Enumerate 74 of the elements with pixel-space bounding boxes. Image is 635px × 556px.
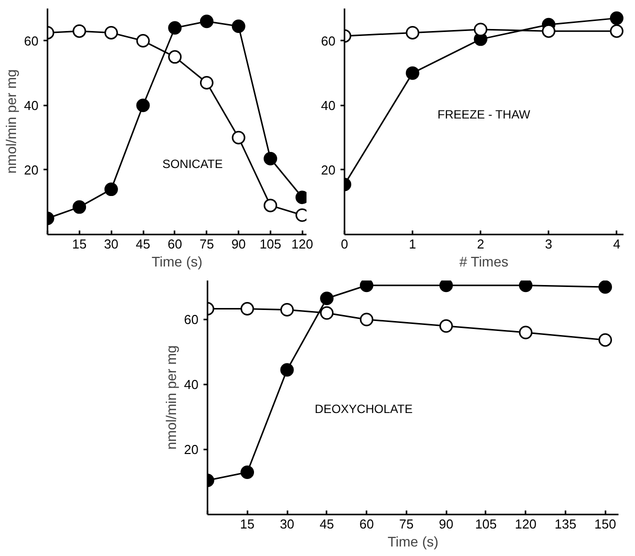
point: [320, 306, 334, 320]
point: [72, 24, 86, 38]
point: [264, 152, 278, 166]
x-tick-label: 15: [72, 236, 87, 252]
point: [439, 319, 453, 333]
y-axis-title: nmol/min per mg: [163, 345, 180, 450]
point: [542, 24, 556, 38]
point: [136, 98, 150, 112]
y-tick-label: 40: [24, 98, 39, 113]
y-axis-title: nmol/min per mg: [3, 69, 20, 174]
point: [598, 333, 612, 347]
point: [280, 303, 294, 316]
point: [240, 302, 254, 316]
point: [320, 292, 334, 306]
point: [598, 280, 612, 294]
point: [610, 24, 624, 38]
point: [232, 20, 246, 33]
x-tick-label: 45: [320, 516, 334, 532]
y-tick-label: 20: [321, 162, 336, 178]
x-axis-title: # Times: [459, 254, 508, 270]
x-axis-title: Time (s): [388, 534, 438, 550]
y-tick-label: 40: [321, 98, 336, 113]
point: [200, 76, 214, 90]
annotation: SONICATE: [162, 157, 223, 172]
x-tick-label: 120: [291, 236, 314, 252]
point: [280, 363, 294, 377]
x-tick-label: 3: [545, 236, 552, 252]
point: [406, 66, 420, 80]
point: [168, 21, 182, 35]
y-tick-label: 60: [24, 33, 39, 48]
point: [200, 14, 214, 28]
x-tick-label: 135: [554, 516, 576, 532]
x-tick-label: 60: [168, 236, 182, 252]
x-tick-label: 30: [104, 236, 118, 252]
x-tick-label: 30: [280, 516, 294, 532]
x-axis-title: Time (s): [152, 254, 202, 270]
x-tick-label: 15: [240, 516, 255, 532]
x-tick-label: 75: [199, 236, 214, 252]
x-tick-label: 45: [136, 236, 150, 252]
x-tick-label: 4: [613, 236, 620, 252]
x-tick-label: 105: [475, 516, 497, 532]
x-tick-label: 75: [399, 516, 414, 532]
point: [360, 280, 374, 292]
x-tick-label: 120: [514, 516, 537, 532]
y-tick-label: 60: [321, 33, 336, 48]
point: [104, 26, 118, 40]
point: [104, 182, 118, 196]
y-tick-label: 60: [184, 312, 199, 327]
point: [264, 198, 278, 212]
x-tick-label: 90: [231, 236, 246, 252]
point: [474, 22, 488, 36]
point: [610, 11, 624, 25]
point: [168, 50, 182, 64]
point: [439, 280, 453, 292]
point: [72, 200, 86, 214]
point: [406, 26, 420, 40]
point: [232, 130, 246, 144]
point: [136, 34, 150, 48]
y-tick-label: 20: [184, 442, 199, 457]
x-tick-label: 105: [260, 236, 282, 252]
y-tick-label: 40: [184, 377, 199, 392]
y-tick-label: 20: [24, 162, 39, 178]
annotation: FREEZE - THAW: [438, 108, 531, 122]
x-tick-label: 2: [476, 236, 484, 252]
annotation: DEOXYCHOLATE: [314, 402, 413, 416]
x-tick-label: 60: [359, 516, 374, 532]
point: [518, 280, 532, 292]
point: [360, 312, 374, 326]
x-tick-label: 0: [340, 236, 348, 252]
point: [240, 466, 254, 479]
x-tick-label: 1: [408, 236, 416, 252]
point: [518, 326, 532, 340]
x-tick-label: 90: [438, 516, 454, 532]
x-tick-label: 150: [594, 516, 616, 532]
